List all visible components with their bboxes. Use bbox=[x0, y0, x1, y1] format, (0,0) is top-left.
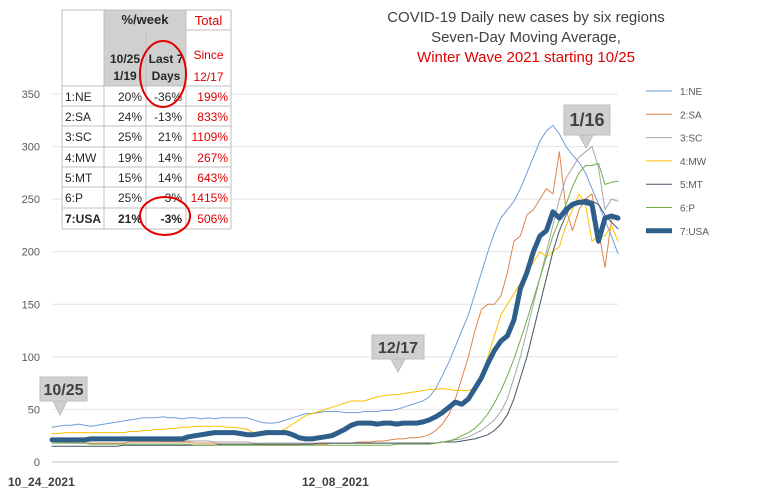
table-region: 2:SA bbox=[65, 110, 91, 124]
y-tick-label: 200 bbox=[22, 247, 40, 259]
table-col-header: 10/25 bbox=[110, 52, 140, 66]
callout-pointer bbox=[578, 134, 594, 150]
series-line-1ne bbox=[51, 125, 619, 428]
table-col-header: Days bbox=[152, 69, 181, 83]
callout-label: 10/25 bbox=[43, 382, 83, 399]
x-tick-label: 12_08_2021 bbox=[302, 475, 369, 489]
table-since-1025: 25% bbox=[118, 191, 142, 205]
callout-label: 1/16 bbox=[569, 110, 604, 130]
legend-item: 3:SC bbox=[646, 134, 702, 145]
callout: 10/25 bbox=[39, 376, 88, 417]
legend: 1:NE 2:SA 3:SC 4:MW 5:MT 6:P 7:USA bbox=[646, 87, 709, 238]
legend-label: 5:MT bbox=[680, 180, 703, 191]
table-region: 3:SC bbox=[65, 130, 92, 144]
legend-label: 7:USA bbox=[680, 227, 709, 238]
y-tick-label: 350 bbox=[22, 89, 40, 101]
legend-label: 4:MW bbox=[680, 157, 707, 168]
table-since-1025: 19% bbox=[118, 151, 142, 165]
callout-box bbox=[371, 334, 425, 360]
table-region: 1:NE bbox=[65, 90, 92, 104]
callout-pointer bbox=[390, 358, 406, 374]
y-tick-label: 250 bbox=[22, 194, 40, 206]
table-region: 4:MW bbox=[65, 151, 97, 165]
table-since-1217: 1109% bbox=[192, 130, 229, 144]
series-layer bbox=[49, 125, 621, 447]
legend-item: 6:P bbox=[646, 204, 695, 215]
table-last7: -3% bbox=[161, 212, 183, 226]
table-since-1025: 24% bbox=[118, 110, 142, 124]
legend-label: 3:SC bbox=[680, 134, 702, 145]
table-since-1217: 1415% bbox=[191, 191, 229, 205]
series-line-4mw bbox=[51, 193, 619, 436]
table-last7: -13% bbox=[154, 110, 182, 124]
table-since-1217: 267% bbox=[197, 151, 228, 165]
series-line-6p bbox=[51, 162, 619, 446]
table-header-pct-week: %/week bbox=[122, 12, 170, 27]
legend-item: 5:MT bbox=[646, 180, 703, 191]
y-tick-label: 0 bbox=[34, 457, 40, 469]
y-tick-label: 150 bbox=[22, 299, 40, 311]
legend-label: 6:P bbox=[680, 204, 695, 215]
table-last7: 14% bbox=[158, 171, 182, 185]
table-header-shade bbox=[104, 10, 186, 86]
table-last7: 21% bbox=[158, 130, 182, 144]
y-tick-label: 300 bbox=[22, 142, 40, 154]
legend-item: 4:MW bbox=[646, 157, 707, 168]
table-col-header: 12/17 bbox=[193, 70, 223, 84]
table-since-1217: 643% bbox=[197, 171, 228, 185]
callout: 1/16 bbox=[563, 104, 611, 150]
callout-layer: 10/25 12/17 1/16 bbox=[39, 104, 611, 417]
table-header-total: Total bbox=[195, 13, 223, 28]
axis-layer: 0 50 100 150 200 250 300 350 10_24_2021 12_08_202… bbox=[8, 89, 369, 489]
series-line-7usa bbox=[49, 199, 621, 443]
callout-box bbox=[39, 376, 88, 402]
callout-label: 12/17 bbox=[378, 340, 418, 357]
x-tick-label: 10_24_2021 bbox=[8, 475, 75, 489]
y-tick-label: 100 bbox=[22, 352, 40, 364]
table-region: 7:USA bbox=[65, 212, 101, 226]
callout-pointer bbox=[52, 400, 68, 417]
table-since-1217: 199% bbox=[197, 90, 228, 104]
stats-table: %/week Total 10/25 1/19 Last 7 Days Since 12/17… bbox=[61, 9, 232, 236]
table-since-1217: 506% bbox=[197, 212, 228, 226]
callout: 12/17 bbox=[371, 334, 425, 374]
legend-label: 2:SA bbox=[680, 110, 702, 121]
chart-title-line: Seven-Day Moving Average, bbox=[431, 29, 621, 46]
table-since-1025: 15% bbox=[118, 171, 142, 185]
legend-label: 1:NE bbox=[680, 87, 703, 98]
table-since-1025: 25% bbox=[118, 130, 142, 144]
legend-item: 2:SA bbox=[646, 110, 702, 121]
legend-item: 1:NE bbox=[646, 87, 703, 98]
series-line-5mt bbox=[51, 198, 619, 447]
table-col-header: Last 7 bbox=[149, 52, 184, 66]
table-since-1025: 20% bbox=[118, 90, 142, 104]
table-col-header: Since bbox=[193, 48, 223, 62]
chart-title-line: COVID-19 Daily new cases by six regions bbox=[387, 9, 665, 26]
table-since-1217: 833% bbox=[197, 110, 228, 124]
y-tick-label: 50 bbox=[28, 404, 40, 416]
chart-title: COVID-19 Daily new cases by six regions S… bbox=[387, 9, 665, 66]
table-last7: 14% bbox=[158, 151, 182, 165]
chart-title-line: Winter Wave 2021 starting 10/25 bbox=[417, 49, 635, 66]
table-col-header: 1/19 bbox=[113, 69, 137, 83]
table-since-1025: 21% bbox=[118, 212, 142, 226]
highlight-oval bbox=[139, 40, 187, 108]
legend-item: 7:USA bbox=[646, 227, 709, 238]
highlight-oval bbox=[139, 196, 191, 236]
table-last7: -36% bbox=[154, 90, 182, 104]
table-region: 5:MT bbox=[65, 171, 93, 185]
table-region: 6:P bbox=[65, 191, 83, 205]
